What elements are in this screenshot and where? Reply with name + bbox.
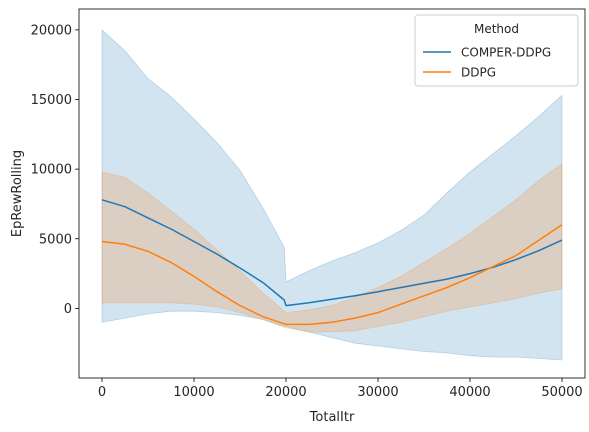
y-tick-label: 20000 — [31, 23, 72, 38]
y-tick-label: 10000 — [31, 163, 72, 178]
y-tick-label: 0 — [64, 302, 72, 317]
x-axis-label: TotalItr — [309, 410, 355, 425]
x-tick-label: 50000 — [541, 385, 582, 400]
legend-entry-comper-ddpg: COMPER-DDPG — [461, 46, 551, 60]
x-tick-label: 0 — [98, 385, 106, 400]
legend: Method COMPER-DDPG DDPG — [415, 15, 578, 86]
x-tick-label: 10000 — [173, 385, 214, 400]
y-axis-label: EpRewRolling — [10, 150, 25, 237]
legend-title: Method — [474, 22, 519, 36]
legend-entry-ddpg: DDPG — [461, 66, 496, 80]
x-tick-label: 40000 — [449, 385, 490, 400]
x-tick-label: 30000 — [357, 385, 398, 400]
y-tick-label: 5000 — [39, 232, 72, 247]
x-tick-label: 20000 — [265, 385, 306, 400]
y-tick-label: 15000 — [31, 93, 72, 108]
